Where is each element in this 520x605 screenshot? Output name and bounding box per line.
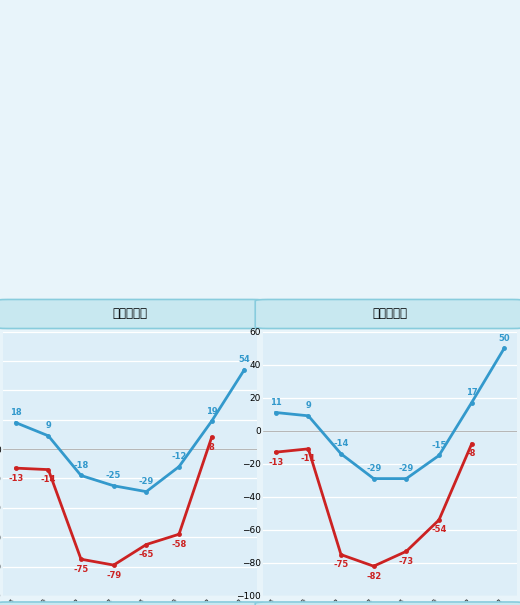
- Text: 8: 8: [209, 443, 215, 452]
- Text: -58: -58: [172, 540, 187, 549]
- Text: -14: -14: [333, 439, 349, 448]
- FancyBboxPatch shape: [255, 299, 520, 329]
- FancyBboxPatch shape: [255, 602, 520, 605]
- Text: -12: -12: [171, 452, 187, 461]
- Text: -75: -75: [333, 560, 348, 569]
- Text: -25: -25: [106, 471, 121, 480]
- Text: 50: 50: [499, 333, 510, 342]
- Text: -13: -13: [268, 458, 283, 466]
- Text: -79: -79: [106, 571, 121, 580]
- Text: 11: 11: [270, 398, 281, 407]
- Text: -73: -73: [399, 557, 414, 566]
- Text: -82: -82: [366, 572, 381, 581]
- Text: 総受注金額: 総受注金額: [372, 307, 408, 321]
- Text: -8: -8: [467, 450, 476, 459]
- Text: 9: 9: [305, 401, 311, 410]
- Text: 9: 9: [45, 421, 51, 430]
- Text: -11: -11: [301, 454, 316, 463]
- Text: 総受注戸数: 総受注戸数: [112, 307, 148, 321]
- Text: -13: -13: [8, 474, 23, 483]
- Text: -29: -29: [399, 464, 414, 473]
- FancyBboxPatch shape: [0, 299, 265, 329]
- Text: 17: 17: [466, 388, 477, 397]
- Text: -18: -18: [73, 461, 88, 470]
- Text: 19: 19: [206, 407, 217, 416]
- Text: 18: 18: [10, 408, 21, 417]
- Text: -15: -15: [431, 441, 447, 450]
- Text: -54: -54: [431, 526, 447, 534]
- Text: -29: -29: [139, 477, 154, 486]
- Text: -14: -14: [41, 475, 56, 484]
- FancyBboxPatch shape: [0, 602, 265, 605]
- Text: -75: -75: [73, 564, 88, 574]
- Text: -65: -65: [139, 550, 154, 559]
- Text: -29: -29: [366, 464, 381, 473]
- Text: 54: 54: [239, 355, 250, 364]
